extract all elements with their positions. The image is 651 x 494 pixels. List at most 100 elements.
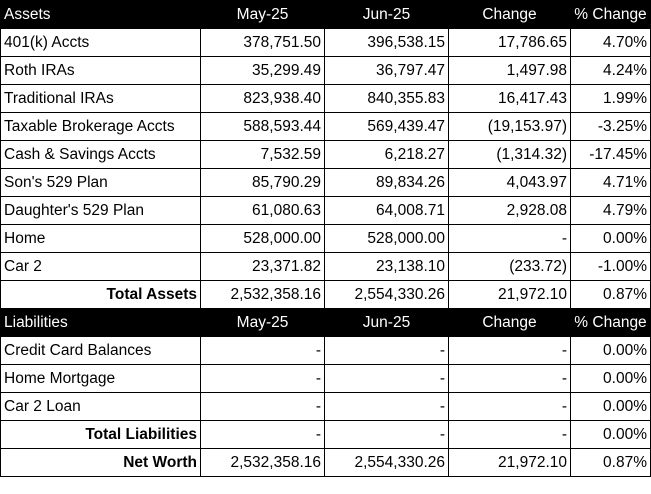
liability-row-credit-card-balances: Credit Card Balances - - -0.00%	[0, 336, 651, 365]
total-value-cell[interactable]: -	[324, 420, 449, 449]
total-value-cell[interactable]: 21,972.10	[448, 280, 571, 309]
value-cell[interactable]: -	[448, 392, 571, 421]
row-label-cell[interactable]: Credit Card Balances	[0, 336, 201, 365]
value-cell[interactable]: -1.00%	[570, 252, 651, 281]
value-cell[interactable]: 17,786.65	[448, 28, 571, 57]
row-label-cell[interactable]: Home Mortgage	[0, 364, 201, 393]
value-cell[interactable]: 23,138.10	[324, 252, 449, 281]
column-header[interactable]: % Change	[570, 0, 651, 29]
value-cell[interactable]: 89,834.26	[324, 168, 449, 197]
value-cell[interactable]: 85,790.29	[200, 168, 325, 197]
sheet-body: Assets May-25 Jun-25 Change% Change 401(k) A…	[0, 0, 651, 477]
section-header-label[interactable]: Liabilities	[0, 308, 201, 337]
total-assets-row: Total Assets 2,532,358.16 2,554,330.26 21,9…	[0, 280, 651, 309]
value-cell[interactable]: 4.24%	[570, 56, 651, 85]
row-label-cell[interactable]: Car 2 Loan	[0, 392, 201, 421]
asset-row-son-s-529-plan: Son's 529 Plan 85,790.29 89,834.26 4,043.97…	[0, 168, 651, 197]
asset-row-traditional-iras: Traditional IRAs 823,938.40 840,355.83 16,4…	[0, 84, 651, 113]
row-label-cell[interactable]: 401(k) Accts	[0, 28, 201, 57]
total-value-cell[interactable]: 2,532,358.16	[200, 448, 325, 477]
value-cell[interactable]: 840,355.83	[324, 84, 449, 113]
value-cell[interactable]: 0.00%	[570, 364, 651, 393]
column-header[interactable]: % Change	[570, 308, 651, 337]
total-value-cell[interactable]: -	[200, 420, 325, 449]
value-cell[interactable]: 4.79%	[570, 196, 651, 225]
total-label-cell[interactable]: Total Assets	[0, 280, 201, 309]
value-cell[interactable]: 823,938.40	[200, 84, 325, 113]
value-cell[interactable]: 569,439.47	[324, 112, 449, 141]
value-cell[interactable]: -	[448, 336, 571, 365]
total-label-cell[interactable]: Net Worth	[0, 448, 201, 477]
value-cell[interactable]: 64,008.71	[324, 196, 449, 225]
net-worth-row: Net Worth 2,532,358.16 2,554,330.26 21,972.…	[0, 448, 651, 477]
value-cell[interactable]: 1.99%	[570, 84, 651, 113]
column-header[interactable]: Jun-25	[324, 0, 449, 29]
value-cell[interactable]: -	[200, 392, 325, 421]
total-liabilities-row: Total Liabilities - - -0.00%	[0, 420, 651, 449]
row-label-cell[interactable]: Daughter's 529 Plan	[0, 196, 201, 225]
value-cell[interactable]: 4,043.97	[448, 168, 571, 197]
value-cell[interactable]: 588,593.44	[200, 112, 325, 141]
value-cell[interactable]: 378,751.50	[200, 28, 325, 57]
row-label-cell[interactable]: Home	[0, 224, 201, 253]
value-cell[interactable]: 7,532.59	[200, 140, 325, 169]
asset-row-roth-iras: Roth IRAs 35,299.49 36,797.47 1,497.98 4.24%	[0, 56, 651, 85]
value-cell[interactable]: 61,080.63	[200, 196, 325, 225]
value-cell[interactable]: 0.00%	[570, 336, 651, 365]
value-cell[interactable]: -	[324, 392, 449, 421]
value-cell[interactable]: 4.71%	[570, 168, 651, 197]
value-cell[interactable]: (1,314.32)	[448, 140, 571, 169]
column-header[interactable]: Change	[448, 0, 571, 29]
column-header[interactable]: Change	[448, 308, 571, 337]
total-value-cell[interactable]: 2,554,330.26	[324, 448, 449, 477]
value-cell[interactable]: 2,928.08	[448, 196, 571, 225]
row-label-cell[interactable]: Traditional IRAs	[0, 84, 201, 113]
value-cell[interactable]: 396,538.15	[324, 28, 449, 57]
row-label-cell[interactable]: Cash & Savings Accts	[0, 140, 201, 169]
row-label-cell[interactable]: Son's 529 Plan	[0, 168, 201, 197]
column-header[interactable]: May-25	[200, 308, 325, 337]
value-cell[interactable]: 528,000.00	[200, 224, 325, 253]
net-worth-spreadsheet: Assets May-25 Jun-25 Change% Change 401(k) A…	[0, 0, 651, 477]
row-label-cell[interactable]: Taxable Brokerage Accts	[0, 112, 201, 141]
total-value-cell[interactable]: 0.87%	[570, 280, 651, 309]
total-label-cell[interactable]: Total Liabilities	[0, 420, 201, 449]
value-cell[interactable]: 36,797.47	[324, 56, 449, 85]
value-cell[interactable]: 4.70%	[570, 28, 651, 57]
row-label-cell[interactable]: Roth IRAs	[0, 56, 201, 85]
value-cell[interactable]: 35,299.49	[200, 56, 325, 85]
liabilities-header-row: Liabilities May-25 Jun-25 Change% Change	[0, 308, 651, 337]
value-cell[interactable]: -17.45%	[570, 140, 651, 169]
asset-row-car-2: Car 2 23,371.82 23,138.10 (233.72) -1.00%	[0, 252, 651, 281]
value-cell[interactable]: -	[200, 336, 325, 365]
asset-row-taxable-brokerage-accts: Taxable Brokerage Accts 588,593.44 569,439…	[0, 112, 651, 141]
value-cell[interactable]: 6,218.27	[324, 140, 449, 169]
row-label-cell[interactable]: Car 2	[0, 252, 201, 281]
value-cell[interactable]: -3.25%	[570, 112, 651, 141]
liability-row-car-2-loan: Car 2 Loan - - -0.00%	[0, 392, 651, 421]
value-cell[interactable]: 23,371.82	[200, 252, 325, 281]
value-cell[interactable]: 1,497.98	[448, 56, 571, 85]
value-cell[interactable]: -	[324, 364, 449, 393]
value-cell[interactable]: 528,000.00	[324, 224, 449, 253]
value-cell[interactable]: 0.00%	[570, 392, 651, 421]
value-cell[interactable]: 0.00%	[570, 224, 651, 253]
column-header[interactable]: May-25	[200, 0, 325, 29]
asset-row-401-k-accts: 401(k) Accts 378,751.50 396,538.15 17,786.6…	[0, 28, 651, 57]
total-value-cell[interactable]: 0.87%	[570, 448, 651, 477]
total-value-cell[interactable]: 2,554,330.26	[324, 280, 449, 309]
value-cell[interactable]: -	[448, 364, 571, 393]
value-cell[interactable]: -	[200, 364, 325, 393]
value-cell[interactable]: -	[448, 224, 571, 253]
total-value-cell[interactable]: 21,972.10	[448, 448, 571, 477]
total-value-cell[interactable]: 0.00%	[570, 420, 651, 449]
value-cell[interactable]: 16,417.43	[448, 84, 571, 113]
liability-row-home-mortgage: Home Mortgage - - -0.00%	[0, 364, 651, 393]
value-cell[interactable]: (233.72)	[448, 252, 571, 281]
value-cell[interactable]: (19,153.97)	[448, 112, 571, 141]
section-header-label[interactable]: Assets	[0, 0, 201, 29]
total-value-cell[interactable]: -	[448, 420, 571, 449]
value-cell[interactable]: -	[324, 336, 449, 365]
column-header[interactable]: Jun-25	[324, 308, 449, 337]
total-value-cell[interactable]: 2,532,358.16	[200, 280, 325, 309]
